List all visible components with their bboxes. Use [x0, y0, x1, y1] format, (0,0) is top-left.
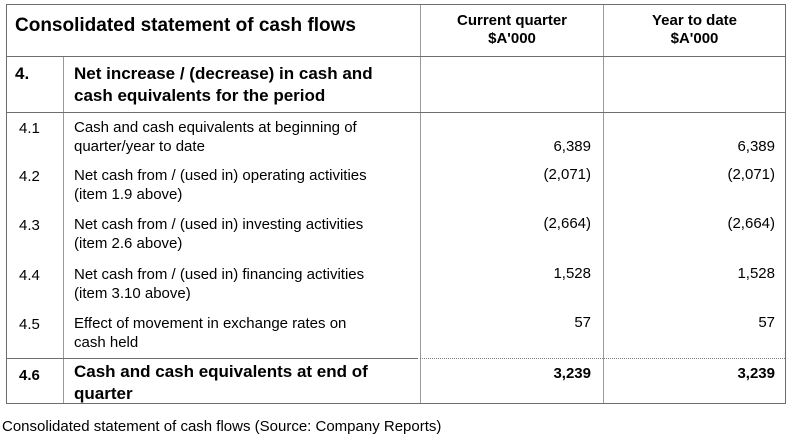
section-label-line2: cash equivalents for the period	[74, 86, 326, 105]
figure-caption: Consolidated statement of cash flows (So…	[2, 418, 442, 435]
row-ytd-value: 57	[758, 314, 775, 331]
row-num: 4.3	[19, 217, 40, 234]
total-divider-labels	[7, 358, 418, 359]
row-desc: Effect of movement in exchange rates on …	[74, 314, 346, 352]
total-ytd-value: 3,239	[737, 365, 775, 382]
total-num: 4.6	[19, 367, 40, 384]
row-ytd-value: 6,389	[737, 138, 775, 155]
row-desc: Net cash from / (used in) financing acti…	[74, 265, 364, 303]
section-label: Net increase / (decrease) in cash and ca…	[74, 63, 373, 107]
total-divider-values	[420, 358, 785, 359]
section-divider	[7, 112, 785, 113]
row-ytd-value: 1,528	[737, 265, 775, 282]
row-desc-line2: cash held	[74, 334, 139, 351]
row-current-value: (2,071)	[543, 166, 591, 183]
row-desc-line1: Net cash from / (used in) operating acti…	[74, 167, 367, 184]
row-current-value: (2,664)	[543, 215, 591, 232]
row-desc-line2: (item 2.6 above)	[74, 235, 183, 252]
header-divider	[7, 56, 785, 57]
col-header-ytd-label: Year to date	[651, 12, 738, 29]
total-desc-line2: quarter	[74, 384, 133, 403]
row-desc-line2: (item 1.9 above)	[74, 186, 183, 203]
col-header-current-label: Current quarter	[456, 12, 568, 29]
table-title: Consolidated statement of cash flows	[15, 15, 356, 36]
col-divider-current	[603, 5, 604, 403]
total-desc-line1: Cash and cash equivalents at end of	[74, 362, 368, 381]
col-header-ytd: Year to date $A'000	[604, 12, 785, 48]
row-current-value: 1,528	[553, 265, 591, 282]
row-num: 4.5	[19, 316, 40, 333]
row-desc-line2: (item 3.10 above)	[74, 285, 191, 302]
row-desc: Cash and cash equivalents at beginning o…	[74, 118, 357, 156]
row-desc-line2: quarter/year to date	[74, 138, 205, 155]
total-current-value: 3,239	[553, 365, 591, 382]
row-desc: Net cash from / (used in) investing acti…	[74, 215, 363, 253]
col-divider-desc	[420, 5, 421, 403]
row-desc-line1: Net cash from / (used in) investing acti…	[74, 216, 364, 233]
col-header-current: Current quarter $A'000	[421, 12, 603, 48]
col-divider-num	[63, 57, 64, 403]
total-desc: Cash and cash equivalents at end of quar…	[74, 361, 368, 405]
section-num: 4.	[15, 64, 30, 83]
cash-flow-table: Consolidated statement of cash flows Cur…	[6, 4, 786, 404]
row-current-value: 6,389	[553, 138, 591, 155]
row-desc-line1: Net cash from / (used in) financing acti…	[74, 266, 365, 283]
col-header-current-unit: $A'000	[488, 30, 536, 47]
col-header-ytd-unit: $A'000	[670, 30, 719, 47]
row-desc-line1: Effect of movement in exchange rates on	[74, 315, 347, 332]
row-desc: Net cash from / (used in) operating acti…	[74, 166, 367, 204]
row-num: 4.4	[19, 267, 40, 284]
row-num: 4.2	[19, 168, 40, 185]
row-current-value: 57	[574, 314, 591, 331]
row-ytd-value: (2,664)	[727, 215, 775, 232]
row-desc-line1: Cash and cash equivalents at beginning o…	[74, 119, 357, 136]
row-ytd-value: (2,071)	[727, 166, 775, 183]
row-num: 4.1	[19, 120, 40, 137]
section-label-line1: Net increase / (decrease) in cash and	[74, 64, 373, 83]
